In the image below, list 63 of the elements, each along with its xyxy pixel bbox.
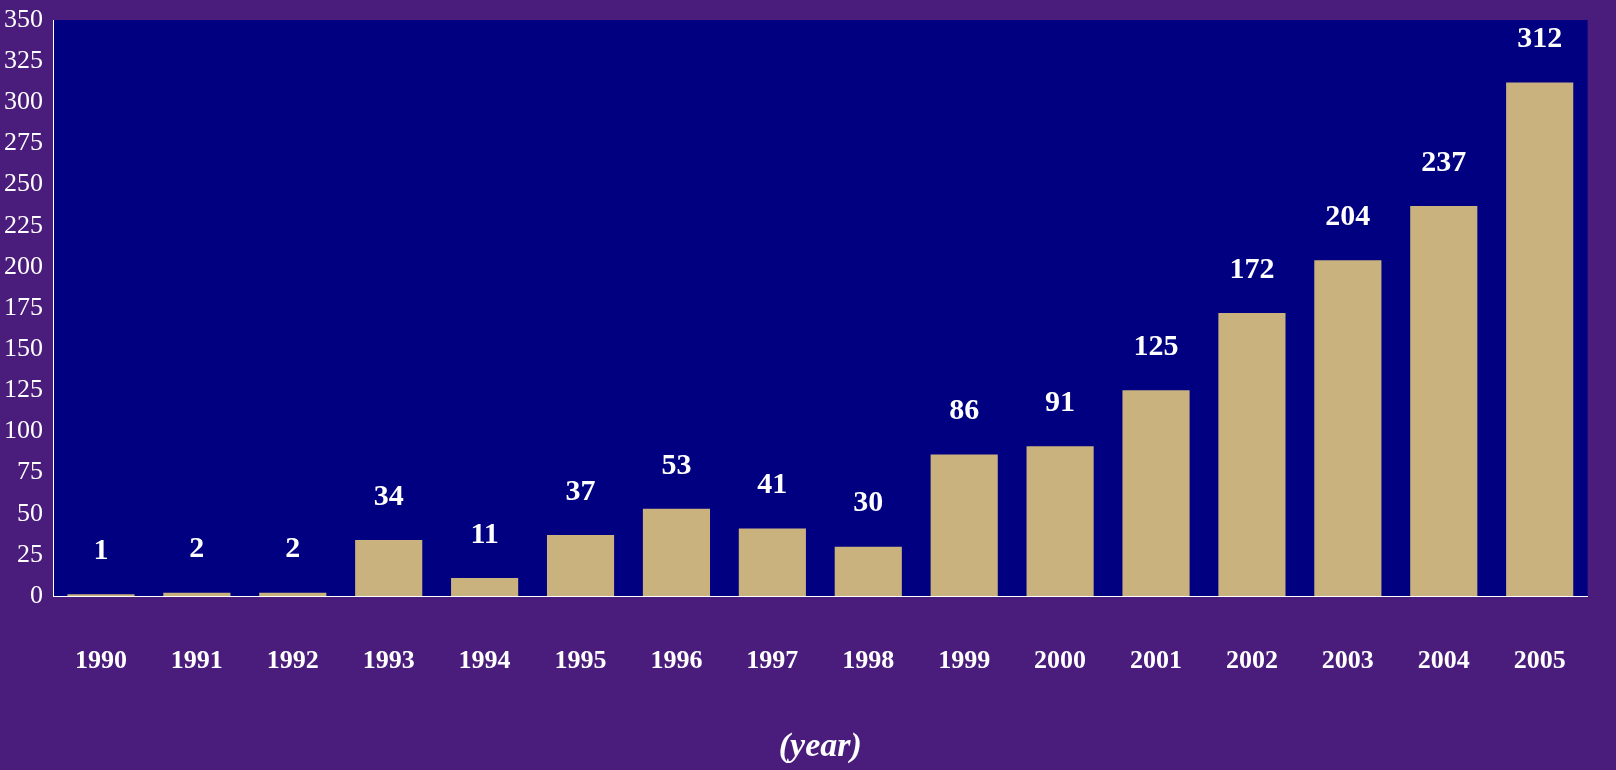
data-label: 2 xyxy=(189,530,205,564)
data-label: 312 xyxy=(1517,20,1563,54)
x-tick-label: 2004 xyxy=(1417,645,1470,675)
bar xyxy=(930,454,998,596)
data-label: 11 xyxy=(470,515,499,549)
bar xyxy=(834,546,902,596)
data-label: 34 xyxy=(373,477,404,511)
bar xyxy=(1218,312,1286,596)
y-tick-label: 225 xyxy=(4,209,43,239)
bar xyxy=(1026,446,1094,596)
bar xyxy=(738,528,806,596)
bar xyxy=(1410,205,1478,596)
x-tick-label: 1997 xyxy=(746,645,799,675)
data-label: 86 xyxy=(949,392,980,426)
x-tick-label: 2002 xyxy=(1225,645,1278,675)
y-tick-label: 150 xyxy=(4,332,43,362)
x-tick-label: 1999 xyxy=(938,645,991,675)
x-tick-label: 1994 xyxy=(458,645,511,675)
y-tick-label: 250 xyxy=(4,168,43,198)
bar xyxy=(1506,82,1574,596)
data-label: 237 xyxy=(1421,143,1467,177)
x-tick-label: 2003 xyxy=(1321,645,1374,675)
data-label: 91 xyxy=(1045,383,1076,417)
x-tick-label: 1990 xyxy=(74,645,127,675)
x-tick-label: 1993 xyxy=(362,645,415,675)
y-tick-label: 125 xyxy=(4,374,43,404)
bar xyxy=(546,535,615,596)
y-tick-label: 0 xyxy=(30,579,43,609)
bar xyxy=(451,577,519,596)
y-tick-label: 200 xyxy=(4,250,43,280)
y-tick-label: 325 xyxy=(4,44,43,74)
x-tick-label: 1996 xyxy=(650,645,703,675)
bar xyxy=(355,540,423,596)
x-tick-label: 1998 xyxy=(842,645,895,675)
data-label: 1 xyxy=(93,532,109,566)
y-tick-label: 25 xyxy=(17,538,43,568)
data-label: 41 xyxy=(757,466,788,500)
bar xyxy=(1314,260,1382,596)
x-tick-label: 2000 xyxy=(1034,645,1087,675)
data-label: 53 xyxy=(661,446,692,480)
y-tick-label: 175 xyxy=(4,291,43,321)
data-label: 2 xyxy=(285,530,301,564)
data-label: 30 xyxy=(853,484,884,518)
x-tick-label: 2001 xyxy=(1130,645,1183,675)
data-label: 172 xyxy=(1229,250,1275,284)
bar xyxy=(642,508,711,596)
x-tick-label: 1992 xyxy=(266,645,319,675)
data-label: 37 xyxy=(565,472,596,506)
bar xyxy=(259,592,327,596)
x-tick-label: 2005 xyxy=(1513,645,1566,675)
x-tick-label: 1991 xyxy=(170,645,223,675)
y-tick-label: 100 xyxy=(4,415,43,445)
data-label: 125 xyxy=(1133,328,1179,362)
y-tick-label: 75 xyxy=(17,456,43,486)
y-tick-label: 50 xyxy=(17,497,43,527)
y-tick-label: 350 xyxy=(4,3,43,33)
y-tick-label: 300 xyxy=(4,86,43,116)
bar xyxy=(1122,390,1190,596)
data-label: 204 xyxy=(1325,198,1371,232)
y-tick-label: 275 xyxy=(4,127,43,157)
x-tick-label: 1995 xyxy=(554,645,607,675)
bar xyxy=(163,592,231,596)
x-axis-title: (year) xyxy=(778,726,862,765)
